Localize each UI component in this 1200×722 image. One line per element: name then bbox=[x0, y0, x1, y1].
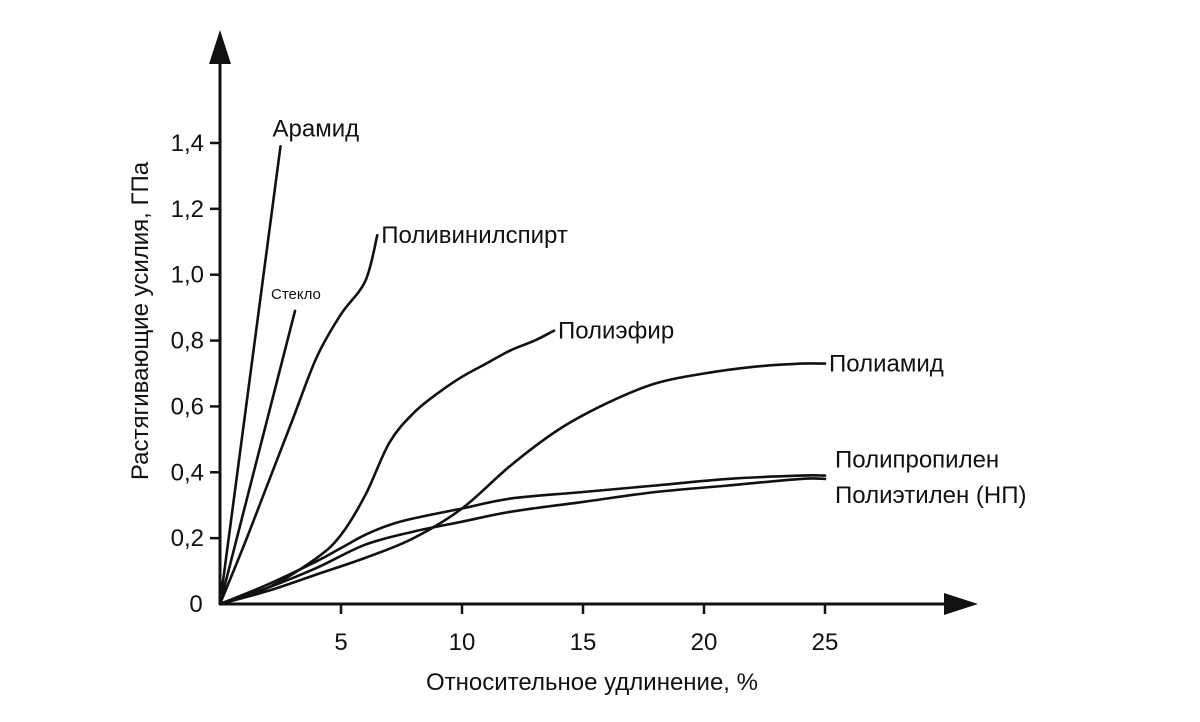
y-tick-label: 1,4 bbox=[171, 130, 204, 157]
y-ticks: 0,2 0,4 0,6 0,8 1,0 1,2 1,4 bbox=[171, 130, 220, 552]
series-line-1 bbox=[218, 309, 297, 606]
series-line-0 bbox=[218, 145, 282, 606]
y-axis-arrow bbox=[209, 30, 231, 64]
series-labels: Арамид Стекло Поливинилспирт Полиэфир Полиам… bbox=[271, 115, 1026, 509]
y-tick-label: 1,0 bbox=[171, 262, 204, 289]
origin-label: 0 bbox=[189, 591, 202, 618]
series-label-6: Полиэтилен (НП) bbox=[835, 482, 1026, 509]
series-label-1: Стекло bbox=[271, 286, 321, 303]
series-lines bbox=[218, 145, 827, 606]
series-label-5: Полипропилен bbox=[835, 447, 999, 474]
series-line-3 bbox=[218, 329, 556, 606]
y-tick-label: 0,8 bbox=[171, 328, 204, 355]
series-line-4 bbox=[218, 362, 827, 606]
series-label-4: Полиамид bbox=[829, 351, 944, 378]
x-tick-label: 10 bbox=[449, 629, 476, 656]
x-axis-title: Относительное удлинение, % bbox=[426, 669, 758, 696]
series-line-2 bbox=[218, 233, 379, 606]
x-tick-label: 15 bbox=[570, 629, 597, 656]
y-tick-label: 0,6 bbox=[171, 393, 204, 420]
series-label-2: Поливинилспирт bbox=[381, 222, 568, 249]
y-tick-label: 1,2 bbox=[171, 196, 204, 223]
y-tick-label: 0,4 bbox=[171, 459, 204, 486]
x-tick-label: 5 bbox=[334, 629, 347, 656]
x-tick-label: 25 bbox=[812, 629, 839, 656]
series-label-0: Арамид bbox=[273, 115, 360, 142]
x-axis-arrow bbox=[944, 593, 978, 615]
y-axis-title: Растягивающие усилия, ГПа bbox=[127, 161, 154, 480]
series-label-3: Полиэфир bbox=[558, 318, 674, 345]
x-tick-label: 20 bbox=[691, 629, 718, 656]
series-line-5 bbox=[218, 474, 827, 606]
x-ticks: 5 10 15 20 25 bbox=[334, 604, 838, 656]
y-tick-label: 0,2 bbox=[171, 525, 204, 552]
series-line-6 bbox=[218, 477, 827, 606]
